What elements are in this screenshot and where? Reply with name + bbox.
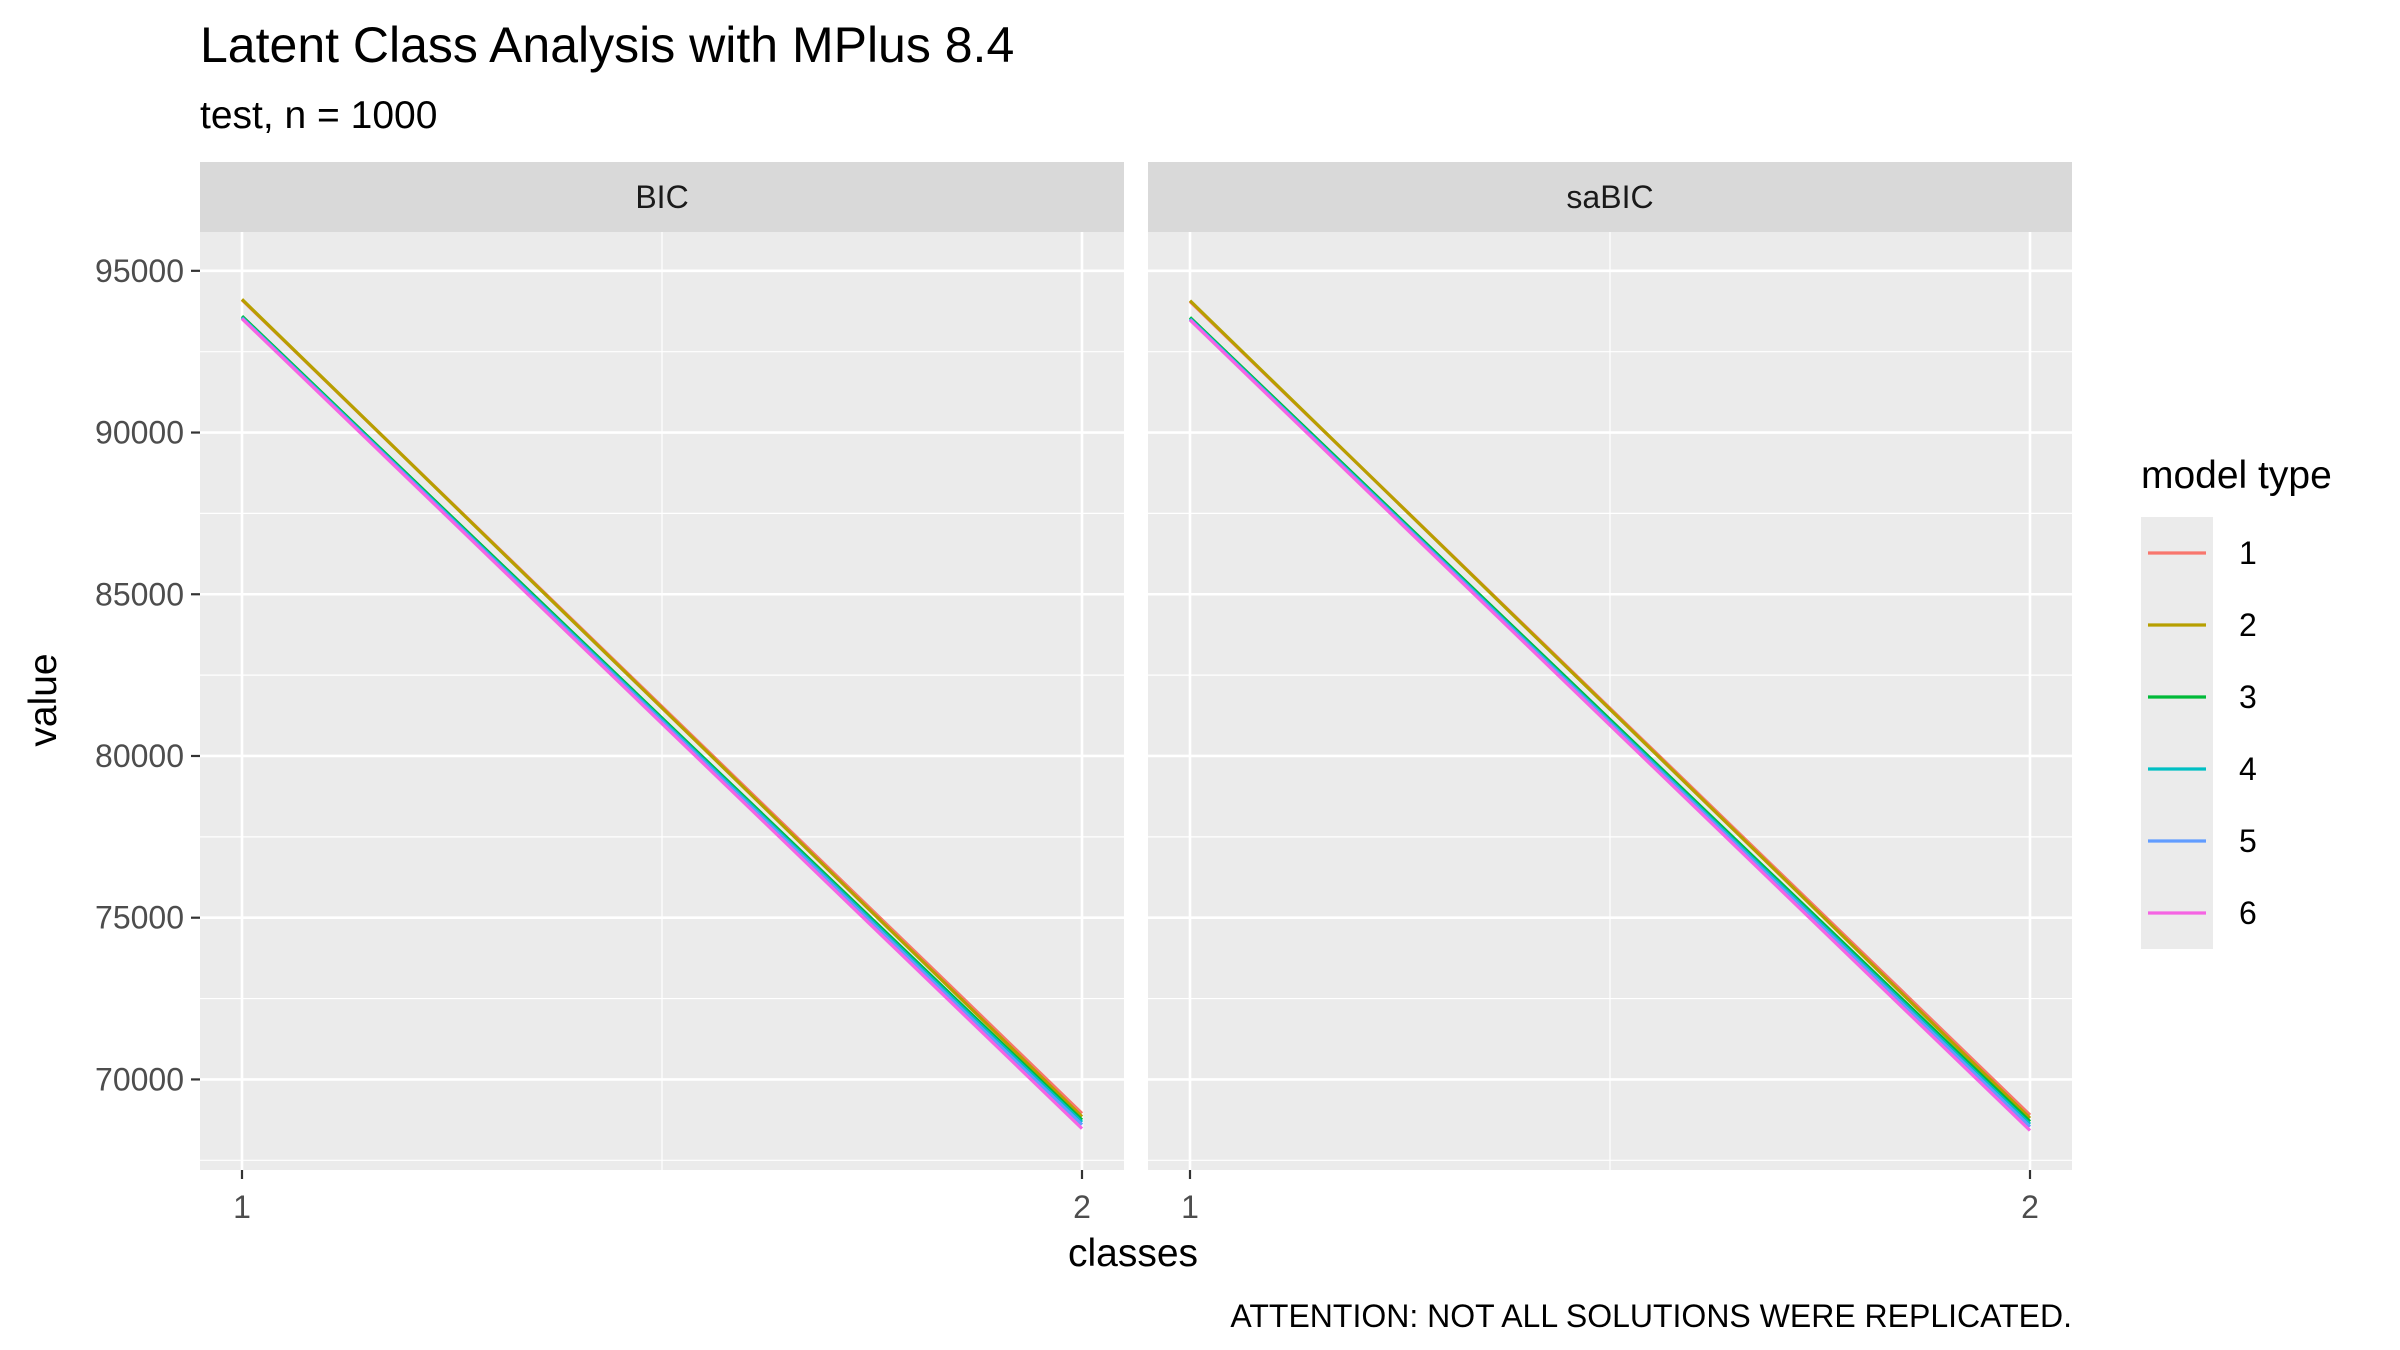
legend-label-4: 4 bbox=[2239, 751, 2257, 787]
y-tick-label: 80000 bbox=[95, 738, 184, 774]
legend-label-5: 5 bbox=[2239, 823, 2257, 859]
facet-strip-label: saBIC bbox=[1566, 179, 1653, 215]
legend-key-background bbox=[2141, 517, 2213, 949]
series-line-6 bbox=[240, 317, 1084, 1130]
chart-subtitle: test, n = 1000 bbox=[200, 94, 437, 137]
x-tick-label: 2 bbox=[1073, 1189, 1091, 1225]
y-tick-label: 70000 bbox=[95, 1061, 184, 1097]
facet-panels: BIC saBIC bbox=[200, 162, 2072, 1170]
series-line-2 bbox=[1188, 299, 2032, 1120]
chart-title: Latent Class Analysis with MPlus 8.4 bbox=[200, 17, 1014, 73]
facet-strip bbox=[200, 162, 1124, 232]
legend-label-1: 1 bbox=[2239, 535, 2257, 571]
y-axis-title: value bbox=[22, 653, 65, 746]
y-axis: 70000 75000 80000 85000 90000 95000 bbox=[95, 253, 200, 1097]
y-tick-label: 90000 bbox=[95, 415, 184, 451]
y-tick-label: 75000 bbox=[95, 900, 184, 936]
legend: model type 1 2 3 4 5 6 bbox=[2141, 454, 2332, 949]
legend-label-2: 2 bbox=[2239, 607, 2257, 643]
y-tick-label: 85000 bbox=[95, 576, 184, 612]
facet-panel-saBIC: saBIC bbox=[1148, 162, 2072, 1170]
series-line-2 bbox=[240, 298, 1084, 1118]
y-tick-label: 95000 bbox=[95, 253, 184, 289]
x-tick-label: 2 bbox=[2021, 1189, 2039, 1225]
legend-title: model type bbox=[2141, 454, 2332, 497]
x-axis-title: classes bbox=[1068, 1232, 1198, 1275]
series-line-6 bbox=[1188, 318, 2032, 1132]
x-axis: 1 2 1 2 bbox=[233, 1170, 2039, 1225]
x-tick-label: 1 bbox=[1181, 1189, 1199, 1225]
facet-strip bbox=[1148, 162, 2072, 232]
x-tick-label: 1 bbox=[233, 1189, 251, 1225]
facet-panel-BIC: BIC bbox=[200, 162, 1124, 1170]
legend-label-6: 6 bbox=[2239, 895, 2257, 931]
chart-caption: ATTENTION: NOT ALL SOLUTIONS WERE REPLIC… bbox=[1230, 1298, 2072, 1334]
facet-strip-label: BIC bbox=[635, 179, 688, 215]
legend-label-3: 3 bbox=[2239, 679, 2257, 715]
